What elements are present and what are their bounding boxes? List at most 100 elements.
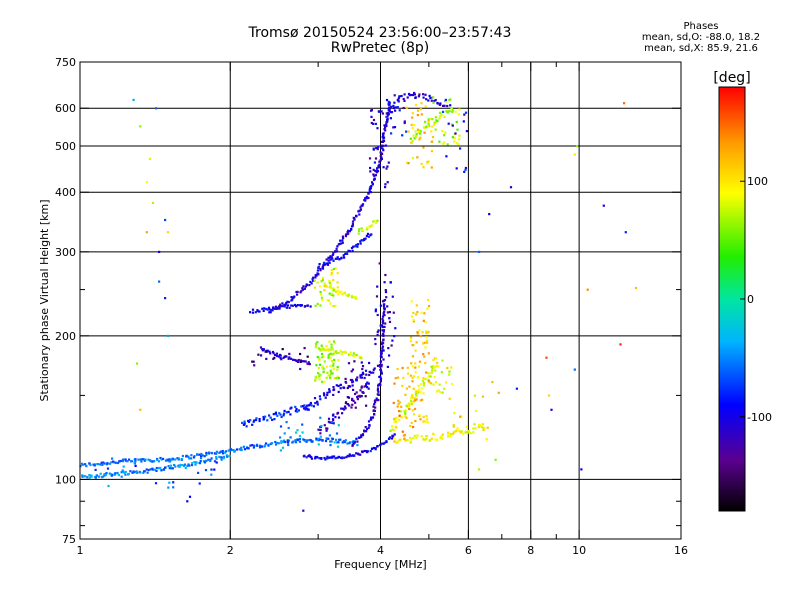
trace-point	[346, 231, 349, 234]
trace-point	[430, 99, 433, 102]
trace-point	[417, 391, 420, 394]
cluster-point	[373, 161, 376, 164]
cluster-point	[406, 366, 409, 369]
trace-point	[380, 146, 383, 149]
trace-point	[201, 454, 204, 457]
trace-point	[140, 458, 143, 461]
trace-point	[469, 432, 472, 435]
trace-point	[359, 453, 362, 456]
trace-point	[309, 401, 312, 405]
cluster-point	[398, 95, 401, 98]
cluster-point	[419, 334, 422, 338]
cluster-point	[453, 136, 456, 139]
trace-point	[319, 398, 322, 401]
trace-point	[280, 415, 283, 419]
cluster-point	[380, 157, 383, 160]
trace-point	[337, 390, 340, 393]
trace-point	[274, 440, 277, 444]
trace-point	[428, 94, 431, 97]
trace-point	[282, 440, 285, 443]
trace-point	[352, 399, 355, 402]
cluster-point	[377, 110, 380, 113]
trace-point	[392, 435, 395, 438]
trace-point	[371, 181, 374, 184]
cluster-point	[444, 131, 447, 134]
trace-point	[150, 460, 153, 463]
trace-point	[316, 269, 319, 272]
trace-point	[355, 437, 358, 440]
cluster-point	[374, 342, 377, 346]
cluster-point	[412, 318, 415, 322]
trace-point	[160, 469, 163, 472]
cluster-point	[430, 365, 433, 368]
trace-point	[272, 306, 275, 309]
trace-point	[343, 456, 346, 459]
cluster-point	[365, 404, 368, 407]
cluster-point	[210, 473, 213, 476]
trace-point	[395, 420, 398, 423]
trace-point	[357, 229, 361, 233]
cluster-point	[407, 162, 410, 165]
trace-point	[384, 126, 387, 129]
cluster-point	[427, 160, 430, 163]
cluster-point	[464, 166, 467, 170]
trace-point	[327, 437, 330, 440]
scatter-point	[158, 250, 161, 253]
trace-point	[168, 467, 171, 470]
cluster-point	[411, 409, 414, 412]
title-line-1: Tromsø 20150524 23:56:00–23:57:43	[248, 25, 512, 41]
trace-point	[336, 289, 339, 292]
trace-point	[259, 346, 263, 349]
cluster-point	[424, 321, 427, 324]
trace-point	[429, 375, 432, 378]
trace-point	[208, 451, 211, 454]
cluster-point	[265, 357, 268, 360]
cluster-point	[416, 331, 419, 334]
trace-point	[383, 124, 386, 127]
cluster-point	[313, 279, 316, 282]
trace-point	[274, 411, 277, 414]
trace-point	[147, 458, 150, 461]
trace-point	[88, 476, 91, 479]
trace-point	[450, 107, 453, 110]
scatter-point	[635, 286, 638, 290]
trace-point	[310, 282, 313, 285]
trace-point	[420, 387, 423, 390]
trace-point	[229, 448, 232, 451]
trace-point	[124, 470, 127, 474]
trace-point	[371, 183, 374, 186]
trace-point	[303, 287, 306, 290]
cluster-point	[414, 419, 417, 423]
cluster-point	[154, 482, 158, 485]
scatter-point	[166, 334, 170, 337]
trace-point	[292, 358, 295, 361]
cluster-point	[434, 357, 437, 360]
trace-point	[426, 371, 429, 375]
trace-point	[404, 411, 407, 414]
cluster-point	[424, 105, 427, 108]
cluster-point	[347, 396, 351, 399]
trace-point	[317, 265, 320, 268]
trace-point	[351, 222, 354, 226]
trace-point	[245, 425, 248, 428]
cluster-point	[382, 358, 385, 361]
trace-point	[383, 307, 386, 310]
trace-point	[348, 453, 351, 456]
cluster-point	[397, 100, 400, 103]
trace-point	[373, 409, 376, 412]
cluster-point	[405, 106, 409, 109]
trace-point	[383, 299, 387, 302]
trace-point	[333, 455, 336, 458]
cluster-point	[422, 166, 425, 169]
cluster-point	[301, 431, 304, 434]
trace-point	[467, 430, 470, 433]
cluster-point	[215, 461, 218, 464]
trace-point	[179, 463, 182, 466]
cluster-point	[382, 333, 385, 336]
trace-point	[172, 458, 175, 461]
trace-point	[170, 467, 173, 470]
trace-point	[301, 287, 304, 290]
trace-point	[124, 473, 127, 476]
trace-point	[134, 458, 137, 461]
cluster-point	[415, 390, 419, 393]
